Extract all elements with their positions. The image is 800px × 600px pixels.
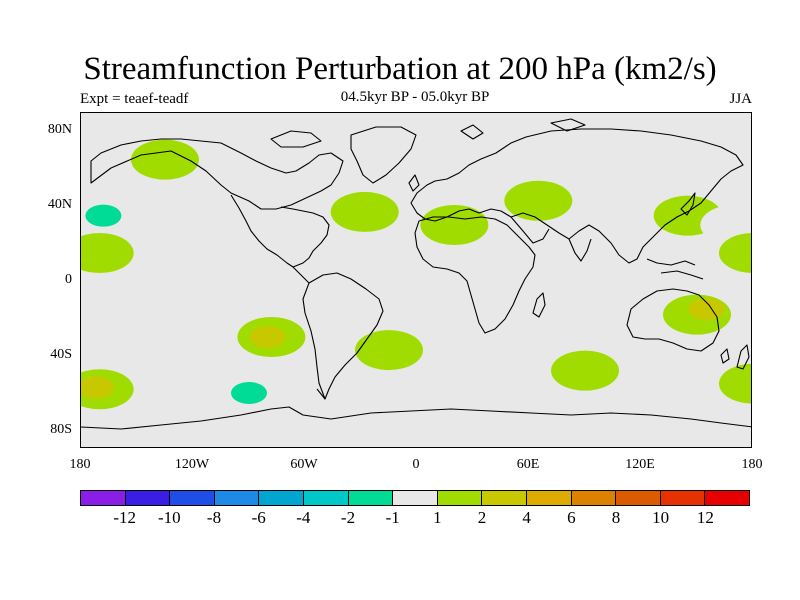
- negative-anomaly: [401, 134, 470, 175]
- colorbar-swatch: [259, 491, 304, 505]
- colorbar-swatch: [660, 491, 706, 505]
- positive-anomaly: [688, 298, 725, 320]
- y-tick-label: 80N: [47, 122, 72, 137]
- positive-anomaly: [249, 326, 286, 348]
- positive-anomaly: [504, 180, 573, 221]
- map-panel: [80, 112, 752, 448]
- x-tick-label: 120W: [174, 457, 210, 472]
- positive-anomaly: [719, 233, 751, 273]
- positive-anomaly: [330, 191, 399, 232]
- time-range-label: 04.5kyr BP - 05.0kyr BP: [340, 89, 490, 105]
- y-tick-label: 80S: [50, 422, 72, 437]
- colorbar-swatch: [571, 491, 617, 505]
- positive-anomaly: [551, 350, 619, 391]
- season-label: JJA: [729, 91, 752, 107]
- colorbar-label: 12: [696, 508, 714, 527]
- x-tick-label: 180: [741, 457, 763, 472]
- y-tick-label: 40N: [47, 197, 72, 212]
- positive-anomaly: [420, 205, 489, 245]
- colorbar-label: -2: [340, 508, 356, 527]
- colorbar-label: -12: [113, 508, 136, 527]
- y-tick-label: 40S: [50, 347, 72, 362]
- colorbar-label: 4: [522, 508, 531, 527]
- colorbar-swatch: [482, 491, 527, 505]
- plot-title: Streamfunction Perturbation at 200 hPa (…: [83, 51, 717, 87]
- anomaly-contours: [81, 124, 751, 410]
- x-tick-label: 120E: [625, 457, 655, 472]
- positive-anomaly: [355, 330, 423, 371]
- x-tick-label: 60E: [516, 457, 540, 472]
- x-tick-label: 60W: [290, 457, 318, 472]
- colorbar-label: -10: [157, 508, 181, 527]
- colorbar-label: 2: [477, 508, 487, 527]
- colorbar-swatch: [616, 491, 661, 505]
- experiment-label: Expt = teaef-teadf: [80, 91, 189, 107]
- positive-anomaly: [719, 363, 751, 404]
- negative-anomaly: [231, 382, 267, 404]
- colorbar-swatch: [526, 491, 572, 505]
- colorbar: [80, 490, 750, 506]
- colorbar-label: 8: [611, 508, 621, 527]
- colorbar-label: -1: [385, 508, 400, 527]
- colorbar-swatch: [393, 491, 438, 505]
- x-tick-label: 180: [69, 457, 91, 472]
- map-canvas: [81, 118, 751, 430]
- colorbar-label: -8: [206, 508, 222, 527]
- negative-anomaly: [485, 313, 554, 354]
- colorbar-label: -4: [296, 508, 311, 527]
- x-tick-label: 0: [412, 457, 420, 472]
- colorbar-label: -6: [251, 508, 266, 527]
- colorbar-label: 1: [433, 508, 442, 527]
- positive-anomaly: [131, 139, 199, 180]
- positive-anomaly: [81, 376, 114, 399]
- colorbar-swatch: [303, 491, 349, 505]
- colorbar-swatch: [705, 491, 749, 505]
- colorbar-label: 6: [567, 508, 576, 527]
- negative-anomaly: [536, 124, 605, 165]
- colorbar-swatch: [125, 491, 171, 505]
- colorbar-swatch: [214, 491, 260, 505]
- negative-anomaly: [85, 204, 122, 227]
- y-tick-label: 0: [65, 272, 72, 287]
- positive-anomaly: [81, 233, 134, 273]
- colorbar-swatch: [348, 491, 394, 505]
- colorbar-swatch: [437, 491, 483, 505]
- negative-anomaly: [121, 303, 190, 344]
- colorbar-swatch: [170, 491, 215, 505]
- colorbar-swatch: [81, 491, 126, 505]
- negative-anomaly: [299, 298, 367, 339]
- coastlines: [81, 118, 751, 430]
- colorbar-label: 10: [652, 508, 670, 527]
